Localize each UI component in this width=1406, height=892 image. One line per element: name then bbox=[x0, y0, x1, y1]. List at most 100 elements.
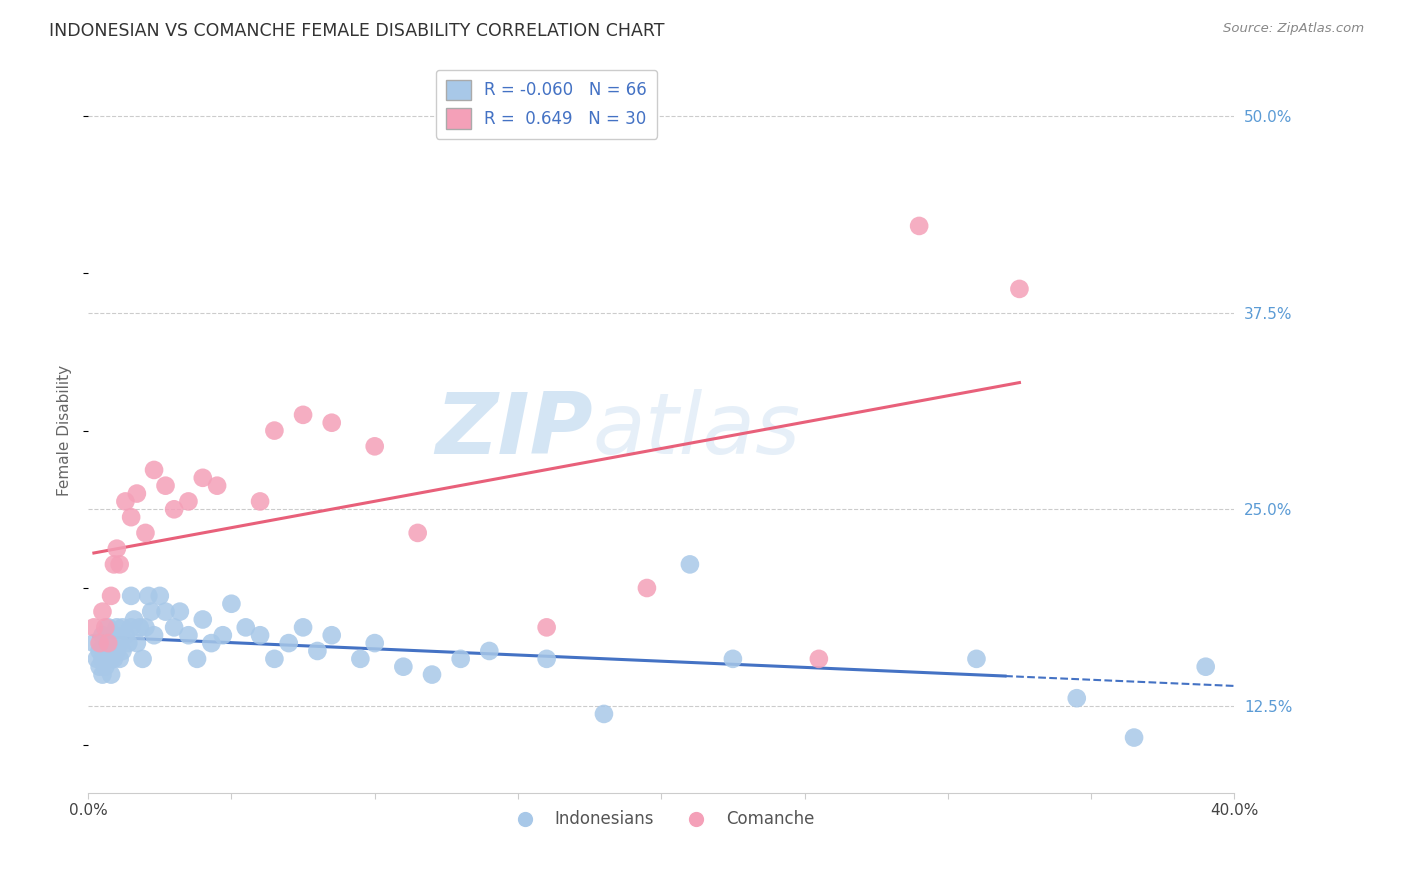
Point bbox=[91, 652, 114, 666]
Point bbox=[965, 652, 987, 666]
Point bbox=[91, 667, 114, 681]
Point bbox=[97, 620, 120, 634]
Point bbox=[292, 620, 315, 634]
Point bbox=[478, 644, 501, 658]
Point bbox=[200, 636, 222, 650]
Point bbox=[117, 636, 139, 650]
Point bbox=[120, 510, 142, 524]
Point bbox=[249, 494, 271, 508]
Point bbox=[1195, 659, 1218, 673]
Point bbox=[536, 652, 558, 666]
Point bbox=[807, 652, 830, 666]
Point bbox=[186, 652, 208, 666]
Point bbox=[321, 416, 343, 430]
Point bbox=[94, 636, 117, 650]
Point bbox=[1008, 282, 1031, 296]
Point bbox=[100, 636, 122, 650]
Point bbox=[97, 652, 120, 666]
Point bbox=[536, 620, 558, 634]
Point bbox=[143, 628, 166, 642]
Point bbox=[111, 644, 134, 658]
Point bbox=[163, 502, 186, 516]
Point bbox=[103, 652, 125, 666]
Point bbox=[134, 620, 156, 634]
Point bbox=[141, 605, 163, 619]
Point bbox=[679, 558, 702, 572]
Point bbox=[105, 620, 128, 634]
Point bbox=[155, 478, 177, 492]
Text: Source: ZipAtlas.com: Source: ZipAtlas.com bbox=[1223, 22, 1364, 36]
Point bbox=[593, 706, 616, 721]
Point bbox=[721, 652, 744, 666]
Point bbox=[108, 652, 131, 666]
Point bbox=[100, 667, 122, 681]
Point bbox=[177, 494, 200, 508]
Point bbox=[169, 605, 191, 619]
Point bbox=[83, 620, 105, 634]
Point bbox=[105, 541, 128, 556]
Point bbox=[392, 659, 415, 673]
Point bbox=[89, 659, 111, 673]
Point bbox=[125, 486, 148, 500]
Point bbox=[143, 463, 166, 477]
Point bbox=[91, 605, 114, 619]
Point bbox=[122, 612, 145, 626]
Point bbox=[94, 620, 117, 634]
Point bbox=[263, 424, 285, 438]
Point bbox=[163, 620, 186, 634]
Point bbox=[114, 628, 136, 642]
Point bbox=[136, 589, 159, 603]
Point bbox=[100, 589, 122, 603]
Point bbox=[128, 620, 150, 634]
Point bbox=[177, 628, 200, 642]
Point bbox=[636, 581, 658, 595]
Point bbox=[149, 589, 172, 603]
Point bbox=[103, 558, 125, 572]
Point bbox=[450, 652, 472, 666]
Legend: Indonesians, Comanche: Indonesians, Comanche bbox=[502, 804, 821, 835]
Point bbox=[235, 620, 257, 634]
Point bbox=[1066, 691, 1088, 706]
Text: atlas: atlas bbox=[592, 389, 800, 472]
Point bbox=[364, 439, 387, 453]
Y-axis label: Female Disability: Female Disability bbox=[58, 365, 72, 496]
Point bbox=[221, 597, 243, 611]
Point bbox=[89, 636, 111, 650]
Point bbox=[120, 589, 142, 603]
Point bbox=[277, 636, 299, 650]
Text: ZIP: ZIP bbox=[434, 389, 592, 472]
Point bbox=[108, 636, 131, 650]
Point bbox=[155, 605, 177, 619]
Point bbox=[191, 612, 214, 626]
Point bbox=[91, 628, 114, 642]
Point bbox=[321, 628, 343, 642]
Point bbox=[307, 644, 329, 658]
Point bbox=[349, 652, 371, 666]
Point bbox=[205, 478, 228, 492]
Point bbox=[364, 636, 387, 650]
Point bbox=[406, 525, 429, 540]
Point bbox=[89, 644, 111, 658]
Point bbox=[97, 644, 120, 658]
Point bbox=[125, 636, 148, 650]
Point bbox=[100, 652, 122, 666]
Text: INDONESIAN VS COMANCHE FEMALE DISABILITY CORRELATION CHART: INDONESIAN VS COMANCHE FEMALE DISABILITY… bbox=[49, 22, 665, 40]
Point bbox=[263, 652, 285, 666]
Point bbox=[105, 644, 128, 658]
Point bbox=[292, 408, 315, 422]
Point bbox=[86, 652, 108, 666]
Point bbox=[103, 628, 125, 642]
Point bbox=[131, 652, 153, 666]
Point bbox=[249, 628, 271, 642]
Point bbox=[908, 219, 931, 233]
Point bbox=[120, 620, 142, 634]
Point bbox=[108, 558, 131, 572]
Point bbox=[114, 494, 136, 508]
Point bbox=[191, 471, 214, 485]
Point bbox=[94, 659, 117, 673]
Point bbox=[420, 667, 443, 681]
Point bbox=[1123, 731, 1146, 745]
Point bbox=[211, 628, 233, 642]
Point bbox=[111, 620, 134, 634]
Point bbox=[134, 525, 156, 540]
